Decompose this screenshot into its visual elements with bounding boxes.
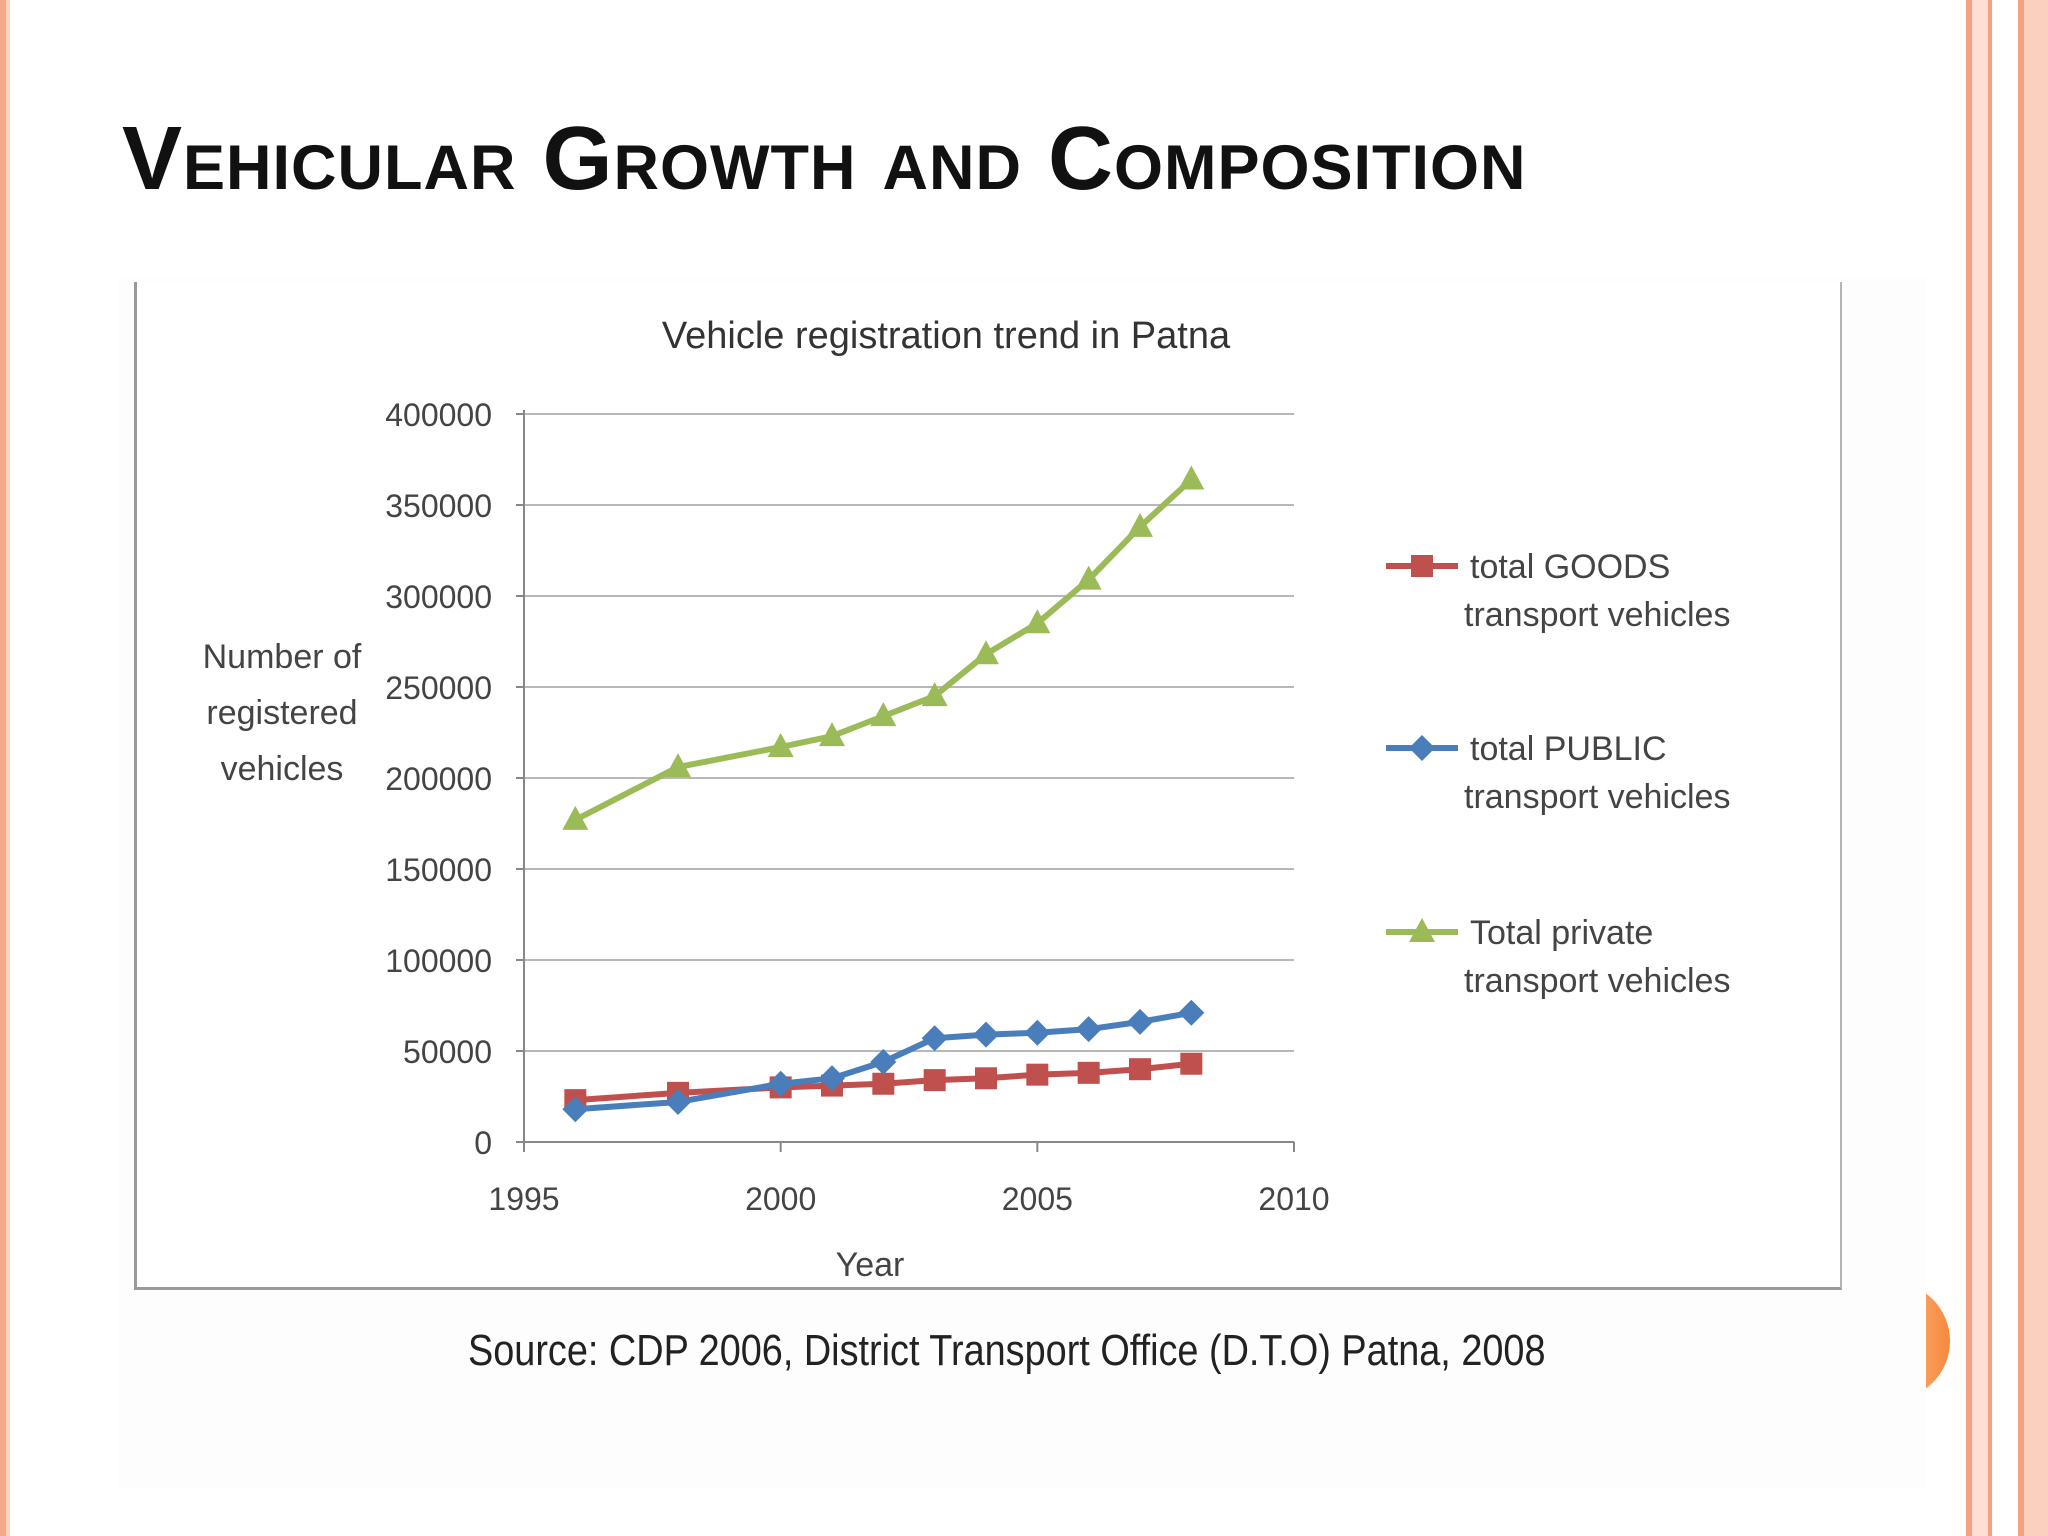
y-axis-label: Number of registered vehicles	[203, 638, 362, 788]
point-public-1998	[665, 1088, 691, 1115]
x-axis-label: Year	[836, 1246, 905, 1284]
ytick-label-50000: 50000	[403, 1034, 492, 1070]
point-goods-2006	[1077, 1061, 1100, 1084]
point-private-2005	[1024, 609, 1051, 634]
point-private-2003	[921, 682, 948, 707]
grid-lines	[516, 413, 1294, 1143]
legend-label-public-line-2: transport vehicles	[1464, 778, 1730, 816]
legend: total GOODS transport vehicles total PUBLI…	[1386, 548, 1730, 1000]
point-private-2006	[1075, 565, 1102, 590]
ytick-label-0: 0	[474, 1125, 492, 1161]
legend-label-private-line-2: transport vehicles	[1464, 962, 1730, 1000]
slide-border-left	[0, 0, 10, 1536]
point-public-2001	[819, 1065, 845, 1092]
point-public-2006	[1075, 1016, 1102, 1043]
ytick-label-300000: 300000	[385, 579, 492, 615]
point-public-1996	[562, 1096, 589, 1123]
ytick-label-250000: 250000	[385, 670, 492, 706]
y-axis-label-line-3: vehicles	[221, 750, 344, 788]
point-private-1996	[562, 805, 589, 830]
legend-label-goods-line-1: total GOODS	[1470, 548, 1670, 586]
source-caption: Source: CDP 2006, District Transport Off…	[468, 1326, 1546, 1375]
legend-label-private-line-1: Total private	[1470, 914, 1653, 952]
axes	[523, 410, 1295, 1152]
y-tick-labels: 0 50000 100000 150000 200000 250000 300000 3500…	[385, 397, 492, 1161]
ytick-label-100000: 100000	[385, 943, 492, 979]
point-private-2000	[767, 733, 794, 758]
point-goods-2002	[872, 1072, 895, 1095]
xtick-label-2010: 2010	[1258, 1181, 1329, 1217]
ytick-label-150000: 150000	[385, 852, 492, 888]
point-public-2008	[1178, 999, 1205, 1026]
point-public-2007	[1127, 1008, 1153, 1035]
ytick-label-400000: 400000	[385, 397, 492, 433]
legend-marker-private	[1409, 918, 1435, 942]
slide-title: Vehicular Growth and Composition	[122, 109, 1527, 209]
point-goods-2008	[1180, 1052, 1203, 1075]
point-private-2004	[973, 640, 999, 665]
series-line-private	[573, 477, 1194, 823]
point-public-2004	[973, 1021, 999, 1048]
series-private	[562, 465, 1205, 830]
ytick-label-350000: 350000	[385, 488, 492, 524]
ytick-label-200000: 200000	[385, 761, 492, 797]
chart-frame	[134, 282, 1842, 1290]
x-tick-labels: 1995 2000 2005 2010	[488, 1181, 1329, 1217]
point-private-2002	[870, 702, 897, 727]
point-goods-2005	[1026, 1063, 1049, 1086]
point-public-2000	[767, 1070, 794, 1097]
xtick-label-2005: 2005	[1002, 1181, 1073, 1217]
point-public-2003	[921, 1025, 948, 1052]
y-axis-label-line-2: registered	[206, 694, 357, 732]
chart-title: Vehicle registration trend in Patna	[662, 315, 1231, 357]
point-goods-2007	[1129, 1058, 1151, 1081]
legend-label-goods-line-2: transport vehicles	[1464, 596, 1730, 634]
data-series	[562, 465, 1205, 1123]
xtick-label-2000: 2000	[745, 1181, 816, 1217]
series-public	[562, 999, 1205, 1123]
point-public-2002	[870, 1048, 897, 1075]
point-private-1998	[665, 753, 691, 778]
xtick-label-1995: 1995	[488, 1181, 559, 1217]
point-private-2001	[819, 722, 845, 747]
legend-marker-public	[1409, 735, 1435, 761]
point-goods-2003	[923, 1069, 946, 1092]
legend-marker-goods	[1411, 555, 1433, 577]
y-axis-label-line-1: Number of	[203, 638, 362, 676]
slide-border-right	[1958, 0, 2048, 1536]
point-private-2007	[1127, 512, 1153, 537]
point-goods-2004	[975, 1067, 997, 1090]
point-private-2008	[1178, 465, 1205, 490]
legend-label-public-line-1: total PUBLIC	[1470, 730, 1667, 768]
point-public-2005	[1024, 1019, 1051, 1046]
